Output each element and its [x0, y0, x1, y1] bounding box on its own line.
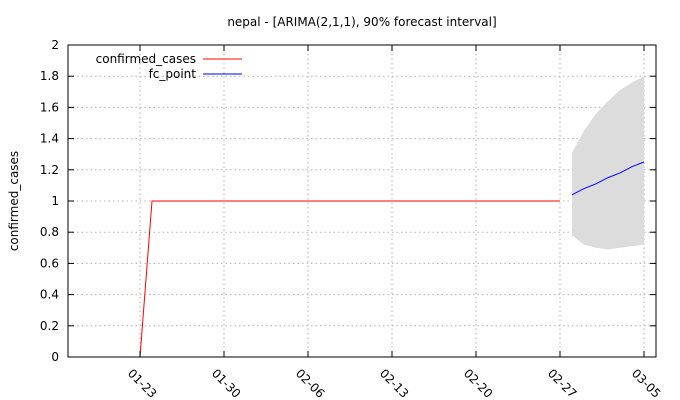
series-line-fc-point	[571, 161, 645, 196]
x-tick-label: 01-23	[125, 366, 160, 400]
y-tick-label: 0.2	[40, 319, 59, 333]
y-tick-label: 0.4	[40, 288, 59, 302]
y-tick-label: 1	[51, 194, 59, 208]
y-tick-label: 0.6	[40, 256, 59, 270]
x-tick-label: 03-05	[629, 366, 664, 400]
x-tick-label: 02-13	[377, 366, 412, 400]
legend-label-confirmed-cases: confirmed_cases	[96, 52, 196, 66]
x-tick-label: 01-30	[209, 366, 244, 400]
y-tick-label: 0	[51, 350, 59, 364]
y-tick-label: 1.8	[40, 69, 59, 83]
series-line-confirmed-cases	[139, 200, 560, 358]
y-axis-label: confirmed_cases	[7, 151, 21, 251]
plot-frame	[67, 44, 657, 358]
x-tick-label: 02-06	[293, 366, 328, 400]
y-tick-label: 1.6	[40, 100, 59, 114]
x-tick-label: 02-27	[545, 366, 580, 400]
x-tick-label: 02-20	[461, 366, 496, 400]
y-tick-label: 2	[51, 38, 59, 52]
forecast-interval-band	[572, 76, 644, 250]
y-tick-label: 1.4	[40, 132, 59, 146]
axes: 0 0.2 0.4 0.6 0.8 1 1.2 1.4 1.6 1.8 2 01-23 01-30 02-…	[40, 38, 664, 400]
y-tick-label: 1.2	[40, 163, 59, 177]
series-lines	[139, 161, 645, 358]
legend-label-fc-point: fc_point	[149, 67, 197, 81]
chart-title: nepal - [ARIMA(2,1,1), 90% forecast inte…	[227, 15, 496, 29]
forecast-interval-layer	[572, 76, 644, 250]
y-tick-label: 0.8	[40, 225, 59, 239]
